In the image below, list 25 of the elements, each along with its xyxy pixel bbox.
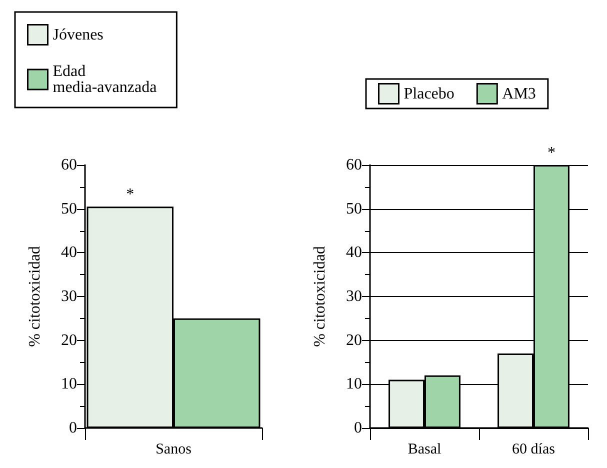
y-axis-title: % citotoxicidad [312,246,328,347]
annotation: * [547,144,556,162]
x-tick-label: 60 días [512,442,556,458]
y-tick-label: 10 [346,376,362,393]
x-tick-label: Basal [408,442,442,458]
y-tick-label: 50 [61,200,77,218]
annotation: * [126,186,134,204]
y-tick-label: 20 [346,332,362,349]
legend-label: AM3 [502,85,536,102]
y-tick-label: 0 [354,420,362,436]
y-tick-label: 40 [61,244,77,262]
legend-label: Placebo [404,85,454,102]
x-tick-label: Sanos [156,442,192,458]
y-axis-title: % citotoxicidad [26,246,44,347]
y-tick-label: 20 [61,332,77,349]
y-tick-label: 50 [346,200,362,218]
y-tick-label: 30 [346,288,362,305]
y-tick-label: 60 [346,156,362,174]
y-tick-label: 30 [61,288,77,305]
y-tick-label: 60 [61,156,77,174]
y-tick-label: 10 [61,376,77,393]
legend-label: Edad media-avanzada [52,63,157,96]
y-tick-label: 40 [346,244,362,262]
y-tick-label: 0 [69,420,77,436]
legend-label: Jóvenes [52,26,104,44]
